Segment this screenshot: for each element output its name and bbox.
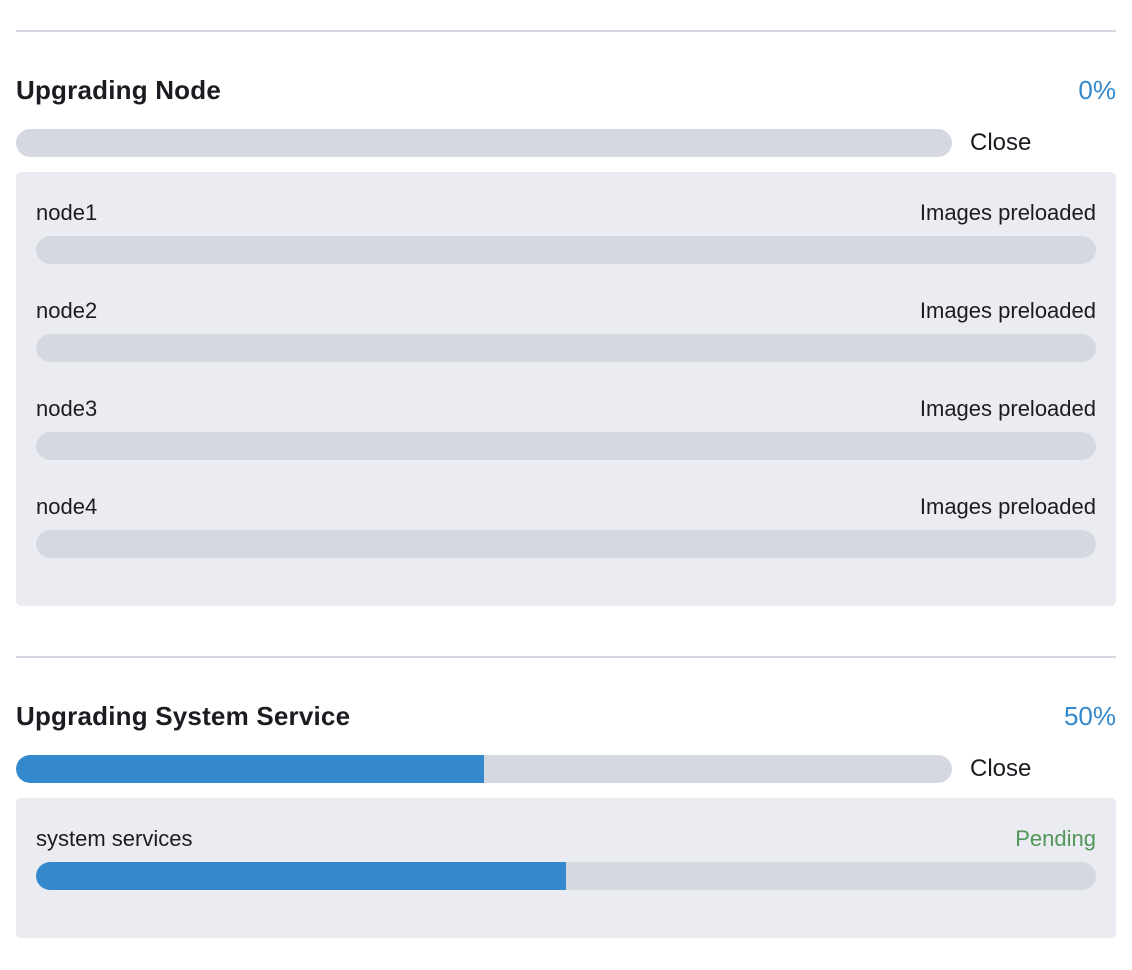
row-status: Images preloaded	[919, 396, 1096, 421]
row-progress-bar	[36, 530, 1096, 558]
progress-row: node1 Images preloaded	[36, 198, 1096, 264]
close-button[interactable]: Close	[970, 129, 1032, 156]
upgrade-list: Upgrading Node 0% Close node1 Images pre…	[16, 30, 1116, 938]
progress-row-header: node1 Images preloaded	[36, 198, 1096, 228]
section-progress-fill	[16, 755, 484, 783]
section-divider	[16, 30, 1116, 32]
row-label: node2	[36, 298, 98, 323]
section-header: Upgrading Node 0%	[16, 72, 1116, 108]
progress-row-header: node3 Images preloaded	[36, 394, 1096, 424]
row-status: Pending	[1015, 826, 1096, 851]
progress-row: node2 Images preloaded	[36, 296, 1096, 362]
row-progress-fill	[36, 862, 566, 890]
progress-row: node3 Images preloaded	[36, 394, 1096, 460]
section-title: Upgrading Node	[16, 75, 222, 105]
upgrade-section: Upgrading System Service 50% Close syste…	[16, 656, 1116, 938]
node-list-panel: system services Pending	[16, 798, 1116, 938]
progress-row-header: node4 Images preloaded	[36, 492, 1096, 522]
row-progress-bar	[36, 334, 1096, 362]
section-progress-row: Close	[16, 755, 1116, 783]
section-divider	[16, 656, 1116, 658]
row-label: node3	[36, 396, 98, 421]
section-percent: 50%	[1063, 701, 1116, 731]
row-label: node4	[36, 494, 98, 519]
section-title: Upgrading System Service	[16, 701, 351, 731]
node-list-panel: node1 Images preloaded node2 Images prel…	[16, 172, 1116, 606]
section-progress-bar	[16, 755, 952, 783]
section-percent: 0%	[1078, 75, 1116, 105]
row-status: Images preloaded	[919, 200, 1096, 225]
row-label: system services	[36, 826, 193, 851]
progress-row: system services Pending	[36, 824, 1096, 890]
row-status: Images preloaded	[919, 494, 1096, 519]
row-progress-bar	[36, 862, 1096, 890]
progress-row-header: system services Pending	[36, 824, 1096, 854]
close-button[interactable]: Close	[970, 755, 1032, 782]
progress-row: node4 Images preloaded	[36, 492, 1096, 558]
section-progress-bar	[16, 129, 952, 157]
row-label: node1	[36, 200, 98, 225]
progress-row-header: node2 Images preloaded	[36, 296, 1096, 326]
row-progress-bar	[36, 236, 1096, 264]
row-status: Images preloaded	[919, 298, 1096, 323]
row-progress-bar	[36, 432, 1096, 460]
section-progress-row: Close	[16, 129, 1116, 157]
upgrade-section: Upgrading Node 0% Close node1 Images pre…	[16, 30, 1116, 606]
section-header: Upgrading System Service 50%	[16, 698, 1116, 734]
